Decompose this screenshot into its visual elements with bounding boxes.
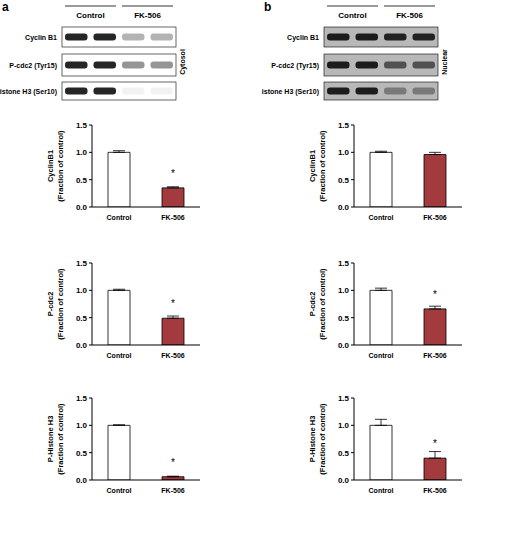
svg-text:*: * bbox=[171, 298, 175, 309]
svg-text:(Fraction of control): (Fraction of control) bbox=[56, 268, 65, 340]
svg-text:Control: Control bbox=[369, 214, 394, 221]
svg-text:(Fraction of control): (Fraction of control) bbox=[318, 268, 327, 340]
svg-text:*: * bbox=[171, 168, 175, 179]
svg-text:Control: Control bbox=[76, 11, 104, 20]
svg-text:Control: Control bbox=[107, 487, 132, 494]
svg-text:0.5: 0.5 bbox=[338, 449, 350, 458]
svg-text:*: * bbox=[433, 438, 437, 449]
svg-text:FK-506: FK-506 bbox=[423, 214, 446, 221]
svg-text:FK-506: FK-506 bbox=[396, 11, 423, 20]
svg-text:Control: Control bbox=[369, 487, 394, 494]
svg-text:FK-506: FK-506 bbox=[423, 352, 446, 359]
svg-text:0.5: 0.5 bbox=[76, 314, 88, 323]
svg-text:Control: Control bbox=[107, 214, 132, 221]
svg-text:1.5: 1.5 bbox=[76, 394, 88, 403]
svg-text:FK-506: FK-506 bbox=[161, 214, 184, 221]
svg-text:1.5: 1.5 bbox=[338, 121, 350, 130]
svg-text:1.5: 1.5 bbox=[76, 259, 88, 268]
svg-text:P-cdc2: P-cdc2 bbox=[308, 292, 317, 317]
svg-text:0.0: 0.0 bbox=[338, 203, 350, 212]
svg-text:P-cdc2: P-cdc2 bbox=[46, 292, 55, 317]
svg-text:1.0: 1.0 bbox=[338, 148, 350, 157]
svg-text:0.0: 0.0 bbox=[338, 341, 350, 350]
svg-text:P-Histone H3: P-Histone H3 bbox=[308, 416, 317, 463]
svg-text:0.0: 0.0 bbox=[76, 341, 88, 350]
svg-text:1.0: 1.0 bbox=[338, 286, 350, 295]
svg-text:1.0: 1.0 bbox=[76, 148, 88, 157]
svg-text:a: a bbox=[8, 0, 9, 14]
svg-text:*: * bbox=[171, 457, 175, 468]
svg-text:(Fraction of control): (Fraction of control) bbox=[318, 130, 327, 202]
svg-text:Control: Control bbox=[338, 11, 366, 20]
svg-text:(Fraction of control): (Fraction of control) bbox=[318, 403, 327, 475]
svg-text:FK-506: FK-506 bbox=[423, 487, 446, 494]
svg-text:Nuclear: Nuclear bbox=[441, 49, 448, 75]
svg-text:P-Histone H3 (Ser10): P-Histone H3 (Ser10) bbox=[262, 88, 319, 96]
svg-text:0.5: 0.5 bbox=[76, 449, 88, 458]
svg-text:0.0: 0.0 bbox=[76, 203, 88, 212]
svg-text:P-cdc2 (Tyr15): P-cdc2 (Tyr15) bbox=[9, 62, 57, 70]
svg-text:1.0: 1.0 bbox=[76, 421, 88, 430]
svg-text:1.5: 1.5 bbox=[338, 259, 350, 268]
svg-text:FK-506: FK-506 bbox=[161, 487, 184, 494]
svg-text:CyclinB1: CyclinB1 bbox=[46, 150, 55, 182]
svg-text:0.5: 0.5 bbox=[76, 176, 88, 185]
svg-text:0.0: 0.0 bbox=[76, 476, 88, 485]
svg-text:1.5: 1.5 bbox=[338, 394, 350, 403]
svg-text:P-Histone H3: P-Histone H3 bbox=[46, 416, 55, 463]
svg-text:1.0: 1.0 bbox=[338, 421, 350, 430]
svg-text:P-cdc2 (Tyr15): P-cdc2 (Tyr15) bbox=[271, 62, 319, 70]
svg-text:Cyclin B1: Cyclin B1 bbox=[287, 34, 319, 42]
svg-text:b: b bbox=[264, 0, 271, 14]
svg-text:1.0: 1.0 bbox=[76, 286, 88, 295]
svg-text:FK-506: FK-506 bbox=[161, 352, 184, 359]
svg-text:Control: Control bbox=[107, 352, 132, 359]
svg-text:Cyclin B1: Cyclin B1 bbox=[25, 34, 57, 42]
svg-text:0.5: 0.5 bbox=[338, 176, 350, 185]
svg-text:Cytosol: Cytosol bbox=[179, 49, 187, 75]
svg-text:*: * bbox=[433, 289, 437, 300]
svg-text:(Fraction of control): (Fraction of control) bbox=[56, 403, 65, 475]
svg-text:CyclinB1: CyclinB1 bbox=[308, 150, 317, 182]
svg-text:0.5: 0.5 bbox=[338, 314, 350, 323]
svg-text:1.5: 1.5 bbox=[76, 121, 88, 130]
svg-text:P-Histone H3 (Ser10): P-Histone H3 (Ser10) bbox=[8, 88, 57, 96]
svg-text:(Fraction of control): (Fraction of control) bbox=[56, 130, 65, 202]
svg-text:0.0: 0.0 bbox=[338, 476, 350, 485]
svg-text:Control: Control bbox=[369, 352, 394, 359]
svg-text:FK-506: FK-506 bbox=[134, 11, 161, 20]
